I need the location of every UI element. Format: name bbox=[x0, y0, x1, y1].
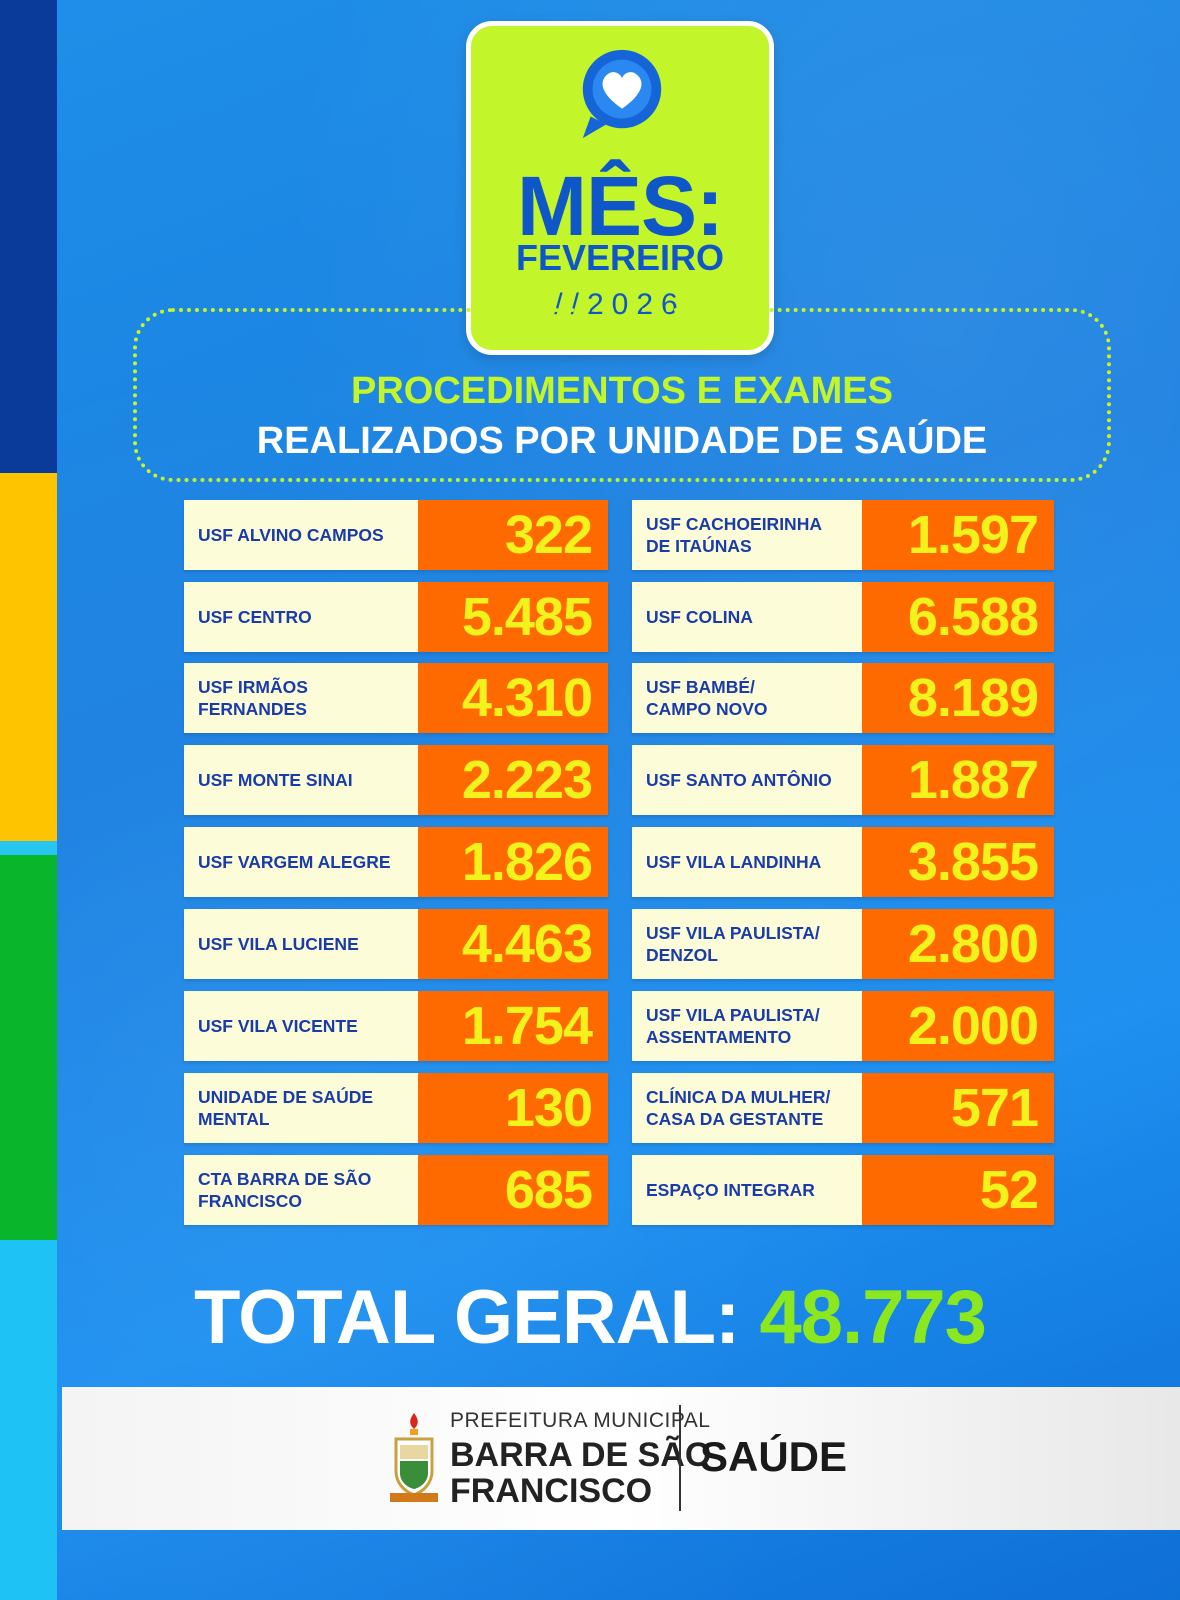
unit-row: USF CENTRO 5.485 bbox=[184, 582, 608, 652]
unit-name: USF VARGEM ALEGRE bbox=[184, 827, 418, 897]
unit-row: USF SANTO ANTÔNIO 1.887 bbox=[632, 745, 1054, 815]
unit-name: USF VILA VICENTE bbox=[184, 991, 418, 1061]
unit-row: USF VILA LANDINHA 3.855 bbox=[632, 827, 1054, 897]
unit-row: USF CACHOEIRINHA DE ITAÚNAS 1.597 bbox=[632, 500, 1054, 570]
unit-row: USF MONTE SINAI 2.223 bbox=[184, 745, 608, 815]
unit-value: 322 bbox=[418, 500, 608, 570]
heart-chat-icon bbox=[582, 49, 662, 139]
unit-value: 2.800 bbox=[862, 909, 1054, 979]
unit-value: 2.000 bbox=[862, 991, 1054, 1061]
title-frame: PROCEDIMENTOS E EXAMES REALIZADOS POR UN… bbox=[133, 308, 1111, 482]
month-label: MÊS: bbox=[517, 159, 724, 253]
color-bar-cyan-thin bbox=[0, 841, 57, 855]
municipality-name-line-2: FRANCISCO bbox=[450, 1472, 653, 1510]
unit-name: USF COLINA bbox=[632, 582, 862, 652]
month-name: FEVEREIRO bbox=[515, 237, 725, 278]
unit-value: 130 bbox=[418, 1073, 608, 1143]
municipality-name: BARRA DE SÃO FRANCISCO bbox=[450, 1437, 711, 1509]
unit-value: 1.597 bbox=[862, 500, 1054, 570]
unit-name: CLÍNICA DA MULHER/ CASA DA GESTANTE bbox=[632, 1073, 862, 1143]
title-line-2: REALIZADOS POR UNIDADE DE SAÚDE bbox=[256, 420, 988, 462]
color-bar-yellow bbox=[0, 473, 57, 841]
unit-name: USF BAMBÉ/ CAMPO NOVO bbox=[632, 663, 862, 733]
unit-value: 4.310 bbox=[418, 663, 608, 733]
unit-row: USF BAMBÉ/ CAMPO NOVO 8.189 bbox=[632, 663, 1054, 733]
unit-row: CLÍNICA DA MULHER/ CASA DA GESTANTE 571 bbox=[632, 1073, 1054, 1143]
year: //2026 bbox=[554, 288, 686, 321]
title-line-1: PROCEDIMENTOS E EXAMES bbox=[351, 370, 893, 412]
unit-value: 1.887 bbox=[862, 745, 1054, 815]
unit-row: USF VILA PAULISTA/ DENZOL 2.800 bbox=[632, 909, 1054, 979]
unit-row: USF VARGEM ALEGRE 1.826 bbox=[184, 827, 608, 897]
unit-row: USF VILA VICENTE 1.754 bbox=[184, 991, 608, 1061]
unit-value: 3.855 bbox=[862, 827, 1054, 897]
unit-name: USF CENTRO bbox=[184, 582, 418, 652]
unit-row: ESPAÇO INTEGRAR 52 bbox=[632, 1155, 1054, 1225]
unit-value: 8.189 bbox=[862, 663, 1054, 733]
unit-name: USF VILA PAULISTA/ DENZOL bbox=[632, 909, 862, 979]
total-label: TOTAL GERAL: bbox=[194, 1275, 740, 1360]
unit-value: 4.463 bbox=[418, 909, 608, 979]
unit-value: 1.754 bbox=[418, 991, 608, 1061]
unit-value: 5.485 bbox=[418, 582, 608, 652]
unit-row: UNIDADE DE SAÚDE MENTAL 130 bbox=[184, 1073, 608, 1143]
unit-name: USF CACHOEIRINHA DE ITAÚNAS bbox=[632, 500, 862, 570]
unit-row: USF IRMÃOS FERNANDES 4.310 bbox=[184, 663, 608, 733]
unit-name: USF MONTE SINAI bbox=[184, 745, 418, 815]
left-color-bar bbox=[0, 0, 57, 1600]
prefecture-label: PREFEITURA MUNICIPAL bbox=[450, 1409, 711, 1432]
unit-name: CTA BARRA DE SÃO FRANCISCO bbox=[184, 1155, 418, 1225]
unit-name: UNIDADE DE SAÚDE MENTAL bbox=[184, 1073, 418, 1143]
unit-value: 571 bbox=[862, 1073, 1054, 1143]
total-value: 48.773 bbox=[759, 1275, 986, 1360]
month-badge: MÊS: FEVEREIRO //2026 bbox=[466, 21, 774, 355]
unit-row: CTA BARRA DE SÃO FRANCISCO 685 bbox=[184, 1155, 608, 1225]
department-name: SAÚDE bbox=[700, 1433, 848, 1480]
unit-value: 685 bbox=[418, 1155, 608, 1225]
color-bar-green bbox=[0, 855, 57, 1240]
footer-divider bbox=[679, 1405, 681, 1511]
unit-name: USF ALVINO CAMPOS bbox=[184, 500, 418, 570]
color-bar-cyan bbox=[0, 1240, 57, 1600]
unit-value: 1.826 bbox=[418, 827, 608, 897]
municipal-crest-icon bbox=[390, 1413, 438, 1502]
unit-row: USF VILA PAULISTA/ ASSENTAMENTO 2.000 bbox=[632, 991, 1054, 1061]
unit-name: ESPAÇO INTEGRAR bbox=[632, 1155, 862, 1225]
unit-name: USF IRMÃOS FERNANDES bbox=[184, 663, 418, 733]
footer-banner: PREFEITURA MUNICIPAL BARRA DE SÃO FRANCI… bbox=[62, 1387, 1180, 1530]
unit-name: USF VILA PAULISTA/ ASSENTAMENTO bbox=[632, 991, 862, 1061]
grand-total: TOTAL GERAL: 48.773 bbox=[0, 1274, 1180, 1361]
unit-value: 52 bbox=[862, 1155, 1054, 1225]
unit-name: USF SANTO ANTÔNIO bbox=[632, 745, 862, 815]
unit-row: USF COLINA 6.588 bbox=[632, 582, 1054, 652]
unit-name: USF VILA LUCIENE bbox=[184, 909, 418, 979]
unit-value: 6.588 bbox=[862, 582, 1054, 652]
unit-name: USF VILA LANDINHA bbox=[632, 827, 862, 897]
municipality-name-line-1: BARRA DE SÃO bbox=[450, 1436, 712, 1474]
unit-row: USF VILA LUCIENE 4.463 bbox=[184, 909, 608, 979]
unit-value: 2.223 bbox=[418, 745, 608, 815]
unit-row: USF ALVINO CAMPOS 322 bbox=[184, 500, 608, 570]
color-bar-navy bbox=[0, 0, 57, 473]
